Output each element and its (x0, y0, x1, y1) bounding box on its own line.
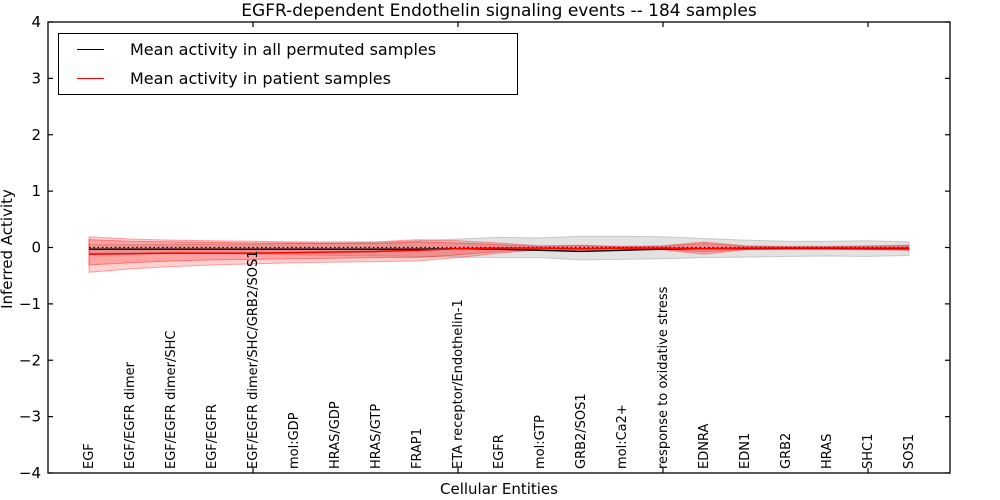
mean-line-Mean-activity-in-patient-samples (88, 247, 909, 256)
entity-label: SOS1 (902, 434, 917, 469)
entity-label: GRB2 (779, 433, 794, 469)
y-tick-label: −3 (19, 408, 41, 426)
y-tick-label: 0 (31, 239, 41, 257)
legend: Mean activity in all permuted samples Me… (58, 33, 518, 95)
y-tick-label: 4 (31, 13, 41, 31)
confidence-band-patient-samples-range-inner (88, 239, 910, 266)
y-tick-label: 1 (31, 182, 41, 200)
legend-line-sample-black (77, 48, 104, 50)
legend-label: Mean activity in all permuted samples (130, 39, 437, 59)
entity-label: mol:GDP (287, 412, 302, 469)
legend-line-sample-red (77, 78, 104, 80)
entity-label: EGFR (492, 434, 507, 469)
entity-label: HRAS (820, 434, 835, 469)
entity-label: ETA receptor/Endothelin-1 (451, 299, 466, 469)
legend-item-patient: Mean activity in patient samples (59, 65, 517, 93)
confidence-band-patient-samples-range-outer (88, 236, 910, 273)
entity-label: EGF/EGFR dimer/SHC (164, 331, 179, 469)
y-tick-label: −1 (19, 295, 41, 313)
entity-label: HRAS/GDP (328, 401, 343, 469)
x-axis-label: Cellular Entities (440, 480, 558, 498)
legend-label: Mean activity in patient samples (130, 69, 391, 89)
entity-label: response to oxidative stress (656, 286, 671, 469)
entity-label: SHC1 (861, 434, 876, 469)
chart-title: EGFR-dependent Endothelin signaling even… (241, 1, 757, 21)
entity-label: FRAP1 (410, 428, 425, 469)
entity-label: EGF/EGFR dimer/SHC/GRB2/SOS1 (246, 251, 261, 470)
entity-label: GRB2/SOS1 (574, 393, 589, 469)
entity-label: EDN1 (738, 433, 753, 469)
entity-label: HRAS/GTP (369, 404, 384, 469)
entity-label: mol:Ca2+ (615, 404, 630, 469)
y-tick-label: −4 (19, 464, 41, 482)
y-axis-label: Inferred Activity (0, 189, 16, 309)
entity-label: EGF/EGFR dimer (123, 361, 138, 469)
entity-label: EGF (82, 443, 97, 469)
entity-label: EDNRA (697, 424, 712, 469)
legend-item-permuted: Mean activity in all permuted samples (59, 35, 517, 63)
y-tick-label: 2 (31, 126, 41, 144)
entity-label: EGF/EGFR (205, 404, 220, 469)
y-tick-label: 3 (31, 69, 41, 87)
y-tick-label: −2 (19, 351, 41, 369)
entity-label: mol:GTP (533, 415, 548, 469)
